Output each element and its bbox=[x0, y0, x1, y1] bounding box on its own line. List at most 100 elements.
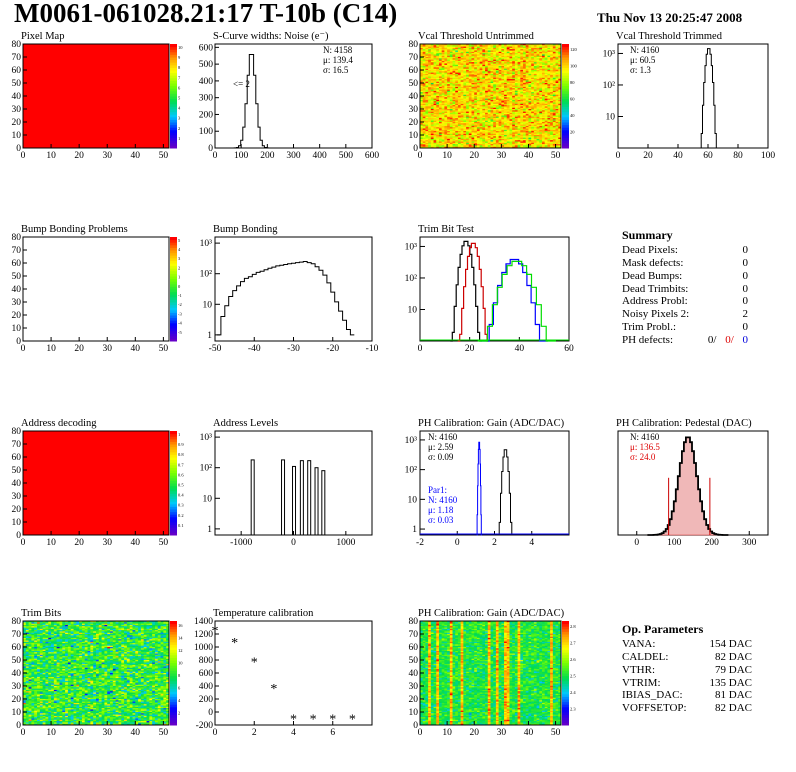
heatmap-cell bbox=[517, 94, 521, 97]
heatmap-cell bbox=[428, 133, 432, 136]
heatmap-cell bbox=[444, 123, 448, 125]
heatmap-cell bbox=[466, 127, 470, 129]
heatmap-cell bbox=[433, 137, 437, 140]
heatmap-cell bbox=[517, 77, 521, 80]
heatmap-cell bbox=[422, 135, 426, 137]
heatmap-cell bbox=[487, 76, 491, 79]
heatmap-cell bbox=[430, 66, 434, 68]
heatmap-cell bbox=[523, 145, 527, 148]
heatmap-cell bbox=[514, 96, 519, 98]
heatmap-cell bbox=[422, 136, 426, 138]
heatmap-cell bbox=[444, 58, 448, 60]
heatmap-cell bbox=[509, 107, 513, 110]
heatmap-cell bbox=[512, 67, 516, 70]
heatmap-cell bbox=[471, 138, 475, 141]
heatmap-cell bbox=[498, 129, 502, 132]
heatmap-cell bbox=[436, 55, 440, 58]
heatmap-cell bbox=[452, 132, 456, 135]
heatmap-cell bbox=[441, 137, 445, 140]
heatmap-cell bbox=[542, 45, 546, 47]
heatmap-cell bbox=[430, 92, 434, 94]
chart-ph_gain: PH Calibration: Gain (ADC/DAC)-2 0 2 411010… bbox=[405, 418, 570, 548]
heatmap-cell bbox=[520, 92, 524, 94]
heatmap-cell bbox=[498, 141, 502, 144]
x-tick-label: 20 bbox=[74, 538, 84, 548]
heatmap-cell bbox=[490, 115, 494, 118]
heatmap-cell bbox=[490, 90, 494, 93]
heatmap-cell bbox=[457, 119, 462, 122]
heatmap-cell bbox=[433, 124, 437, 127]
heatmap-cell bbox=[471, 128, 475, 131]
heatmap-cell bbox=[468, 63, 472, 66]
heatmap-cell bbox=[520, 96, 524, 98]
heatmap-cell bbox=[455, 119, 459, 122]
heatmap-cell bbox=[457, 81, 462, 84]
heatmap-cell bbox=[474, 122, 478, 124]
heatmap-cell bbox=[428, 46, 432, 49]
heatmap-cell bbox=[468, 80, 472, 83]
heatmap-cell bbox=[493, 97, 497, 99]
heatmap-cell bbox=[495, 118, 500, 120]
heatmap-cell bbox=[531, 107, 535, 110]
heatmap-cell bbox=[441, 122, 445, 124]
heatmap-cell bbox=[490, 129, 494, 132]
heatmap-cell bbox=[441, 58, 445, 60]
heatmap-cell bbox=[468, 138, 472, 141]
heatmap-cell bbox=[536, 76, 540, 79]
heatmap-cell bbox=[452, 49, 456, 51]
heatmap-cell bbox=[536, 122, 540, 124]
heatmap-cell bbox=[425, 68, 429, 71]
heatmap-cell bbox=[422, 102, 426, 105]
heatmap-cell bbox=[447, 66, 451, 68]
heatmap-cell bbox=[428, 98, 432, 101]
heatmap-cell bbox=[457, 49, 462, 51]
heatmap-cell bbox=[501, 81, 505, 84]
heatmap-cell bbox=[474, 112, 478, 115]
heatmap-cell bbox=[460, 144, 464, 146]
heatmap-cell bbox=[468, 114, 472, 116]
pedestal-fill bbox=[647, 437, 729, 536]
heatmap-cell bbox=[520, 68, 524, 71]
heatmap-cell bbox=[425, 76, 429, 79]
heatmap-cell bbox=[476, 129, 481, 132]
heatmap-cell bbox=[420, 138, 424, 141]
heatmap-cell bbox=[487, 62, 491, 64]
heatmap-cell bbox=[471, 110, 475, 112]
heatmap-cell bbox=[520, 44, 524, 46]
heatmap-cell bbox=[447, 75, 451, 77]
heatmap-cell bbox=[452, 47, 456, 50]
heatmap-cell bbox=[447, 136, 451, 138]
heatmap-cell bbox=[504, 81, 508, 84]
heatmap-cell bbox=[441, 45, 445, 47]
heatmap-cell bbox=[420, 114, 424, 116]
heatmap-cell bbox=[482, 89, 486, 92]
heatmap-cell bbox=[420, 115, 424, 118]
heatmap-cell bbox=[487, 70, 491, 72]
heatmap-cell bbox=[466, 110, 470, 112]
heatmap-cell bbox=[531, 77, 535, 80]
heatmap-cell bbox=[455, 64, 459, 67]
heatmap-cell bbox=[525, 112, 529, 115]
heatmap-cell bbox=[422, 77, 426, 80]
heatmap-cell bbox=[479, 144, 483, 146]
heatmap-cell bbox=[433, 136, 437, 138]
heatmap-cell bbox=[463, 142, 467, 145]
heatmap-cell bbox=[447, 46, 451, 49]
heatmap-cell bbox=[528, 67, 532, 70]
y-tick-label: 10³ bbox=[200, 433, 213, 443]
heatmap-cell bbox=[531, 50, 535, 53]
heatmap-cell bbox=[441, 102, 445, 105]
heatmap-cell bbox=[420, 66, 424, 68]
heatmap-cell bbox=[447, 59, 451, 62]
heatmap-cell bbox=[509, 53, 513, 55]
heatmap-cell bbox=[528, 53, 532, 55]
heatmap-cell bbox=[476, 63, 481, 66]
heatmap-cell bbox=[471, 135, 475, 137]
heatmap-cell bbox=[476, 53, 481, 55]
y-tick-label: 1 bbox=[207, 331, 212, 341]
heatmap-cell bbox=[528, 44, 532, 46]
heatmap-cell bbox=[466, 51, 470, 54]
heatmap-cell bbox=[436, 98, 440, 101]
heatmap-cell bbox=[422, 44, 426, 46]
heatmap-cell bbox=[438, 122, 443, 124]
